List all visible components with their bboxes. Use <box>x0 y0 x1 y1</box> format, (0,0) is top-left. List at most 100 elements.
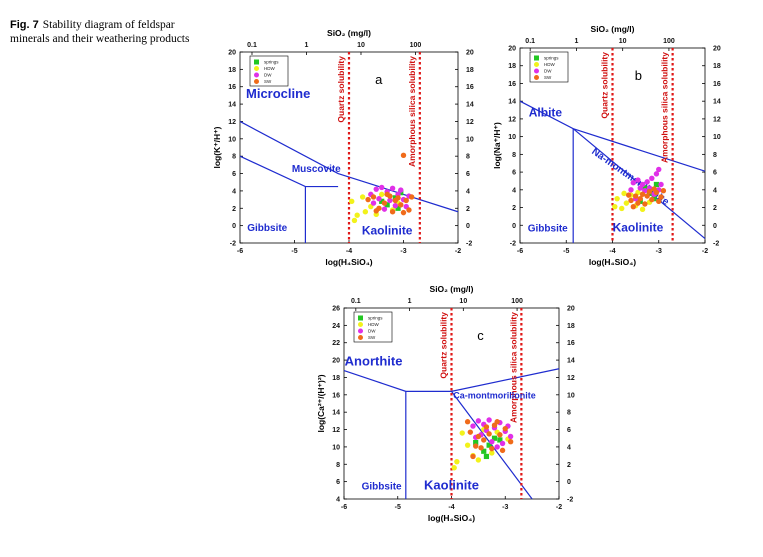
x-tick-label: -5 <box>395 504 401 511</box>
y-tick-label: 18 <box>332 375 340 382</box>
data-point-sw <box>373 208 379 214</box>
y-tick-label: 10 <box>228 136 236 143</box>
x-tick-label: -5 <box>291 248 297 255</box>
right-y-tick-label: 20 <box>713 46 721 53</box>
data-point-sw <box>472 443 479 449</box>
data-point-sw <box>644 193 650 199</box>
data-point-springs <box>481 448 487 454</box>
right-y-tick-label: 8 <box>567 410 571 417</box>
right-y-tick-label: 6 <box>466 171 470 178</box>
data-point-dw <box>649 175 655 181</box>
data-point-dw <box>370 200 377 206</box>
data-point-sw <box>395 195 401 201</box>
data-point-sw <box>637 195 643 202</box>
legend-entry-label: DW <box>264 73 272 78</box>
legend-marker-springs <box>534 55 539 61</box>
data-point-dw <box>381 206 388 212</box>
top-tick-label: 1 <box>574 38 578 45</box>
right-y-tick-label: -2 <box>713 241 719 248</box>
data-point-dw <box>658 181 664 188</box>
data-point-sw <box>502 425 508 432</box>
y-tick-label: 16 <box>332 392 340 399</box>
x-tick-label: -2 <box>702 248 708 255</box>
y-tick-label: 20 <box>508 46 516 53</box>
legend-marker-sw <box>534 75 539 80</box>
data-point-sw <box>635 200 641 206</box>
data-point-dw <box>376 196 382 202</box>
data-point-sw <box>646 188 653 195</box>
x-axis-label: log(H₄SiO₄) <box>325 257 372 267</box>
diagram-a: -6 -5 -4 -3 -20.1 1 10 100-202468101214161820-2… <box>212 28 474 267</box>
y-tick-label: 14 <box>332 410 340 417</box>
legend-marker-dw <box>254 72 259 78</box>
x-tick-label: -3 <box>400 248 406 255</box>
legend-entry-label: springs <box>544 56 559 61</box>
right-y-tick-label: 2 <box>466 206 470 213</box>
x-tick-label: -4 <box>448 504 454 511</box>
data-point-sw <box>507 439 514 445</box>
data-point-sw <box>389 209 396 215</box>
top-tick-label: 1 <box>408 298 412 305</box>
data-point-hdw <box>459 430 465 436</box>
data-point-sw <box>486 431 492 437</box>
legend-entry-label: HDW <box>264 66 275 71</box>
y-tick-label: -2 <box>230 241 236 248</box>
mineral-field-label: Albite <box>529 105 563 119</box>
right-y-tick-label: 8 <box>713 152 717 159</box>
data-point-sw <box>481 437 487 443</box>
legend-marker-dw <box>534 68 539 74</box>
mineral-field-label: Kaolinite <box>424 477 479 492</box>
data-point-dw <box>656 166 662 173</box>
data-point-dw <box>628 187 634 193</box>
top-tick-label: 100 <box>511 298 523 305</box>
data-point-sw <box>370 194 377 200</box>
data-point-sw <box>406 207 412 213</box>
right-y-tick-label: 14 <box>567 358 575 365</box>
right-y-tick-label: 20 <box>466 50 474 57</box>
solubility-label: Quartz solubility <box>336 56 346 123</box>
y-tick-label: 12 <box>228 119 236 126</box>
right-y-tick-label: 2 <box>713 205 717 212</box>
data-point-hdw <box>359 194 366 200</box>
data-point-sw <box>467 429 474 435</box>
x-tick-label: -3 <box>502 504 508 511</box>
y-tick-label: 14 <box>508 99 516 106</box>
data-point-dw <box>373 186 379 192</box>
data-point-dw <box>499 440 506 447</box>
y-axis-label: log(Ca²⁺/(H⁺)²) <box>316 374 326 432</box>
x-tick-label: -6 <box>341 504 347 511</box>
data-point-dw <box>635 177 641 183</box>
y-tick-label: 22 <box>332 340 340 347</box>
legend-marker-hdw <box>254 66 259 71</box>
data-point-dw <box>470 423 476 429</box>
data-point-dw <box>398 187 404 193</box>
right-y-tick-label: 0 <box>567 479 571 486</box>
y-tick-label: 18 <box>508 63 516 70</box>
mineral-field-label: Gibbsite <box>528 223 568 234</box>
y-tick-label: 0 <box>512 223 516 230</box>
legend-entry-label: SW <box>264 79 272 84</box>
figure-label: Fig. 7 <box>10 19 39 31</box>
right-y-tick-label: 16 <box>567 340 575 347</box>
legend-entry-label: springs <box>368 316 383 321</box>
data-point-dw <box>392 202 399 209</box>
right-y-tick-label: 2 <box>567 462 571 469</box>
figure-caption: Fig. 7 Stability diagram of feldspar mine… <box>10 18 195 46</box>
data-point-sw <box>499 447 506 454</box>
data-point-hdw <box>351 217 358 224</box>
mineral-field-label: Gibbsite <box>247 223 287 234</box>
data-point-sw <box>489 445 495 452</box>
y-tick-label: 20 <box>228 50 236 57</box>
legend-entry-label: HDW <box>368 322 379 327</box>
data-point-sw <box>464 419 471 425</box>
data-point-dw <box>630 180 637 186</box>
data-point-hdw <box>379 191 385 198</box>
mineral-field-label: Kaolinite <box>613 220 664 234</box>
data-point-springs <box>473 439 479 446</box>
data-point-hdw <box>639 206 646 213</box>
y-tick-label: 12 <box>508 116 516 123</box>
data-point-dw <box>637 185 643 191</box>
legend-marker-sw <box>254 79 259 84</box>
data-point-dw <box>486 417 492 423</box>
right-y-tick-label: 0 <box>713 223 717 230</box>
